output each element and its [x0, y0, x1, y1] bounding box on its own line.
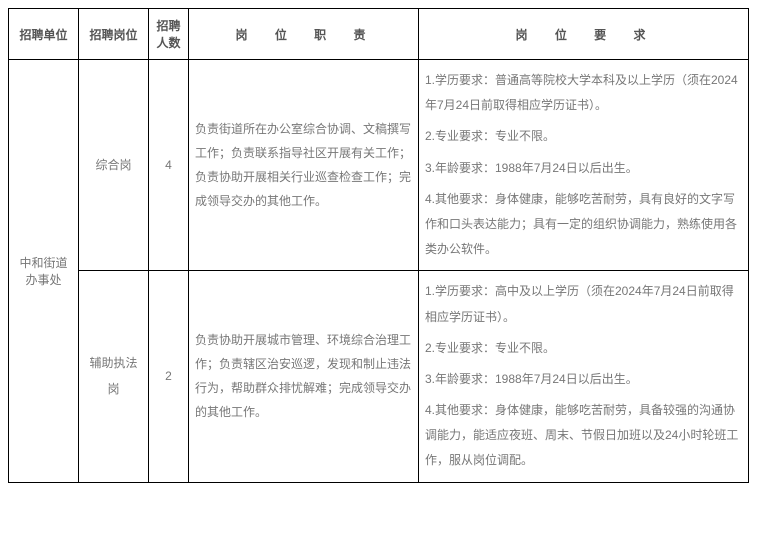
cell-duty: 负责街道所在办公室综合协调、文稿撰写工作；负责联系指导社区开展有关工作；负责协助… — [189, 60, 419, 271]
recruitment-table: 招聘单位 招聘岗位 招聘人数 岗 位 职 责 岗 位 要 求 中和街道办事处 综… — [8, 8, 749, 483]
header-position: 招聘岗位 — [79, 9, 149, 60]
req-line: 1.学历要求：高中及以上学历（须在2024年7月24日前取得相应学历证书）。 — [425, 279, 742, 329]
header-requirement: 岗 位 要 求 — [419, 9, 749, 60]
cell-position: 辅助执法岗 — [79, 271, 149, 482]
duty-text: 负责街道所在办公室综合协调、文稿撰写工作；负责联系指导社区开展有关工作；负责协助… — [195, 117, 412, 213]
cell-requirement: 1.学历要求：普通高等院校大学本科及以上学历（须在2024年7月24日前取得相应… — [419, 60, 749, 271]
req-line: 3.年龄要求：1988年7月24日以后出生。 — [425, 367, 742, 392]
req-line: 1.学历要求：普通高等院校大学本科及以上学历（须在2024年7月24日前取得相应… — [425, 68, 742, 118]
cell-requirement: 1.学历要求：高中及以上学历（须在2024年7月24日前取得相应学历证书）。 2… — [419, 271, 749, 482]
table-row: 辅助执法岗 2 负责协助开展城市管理、环境综合治理工作；负责辖区治安巡逻，发现和… — [9, 271, 749, 482]
req-line: 3.年龄要求：1988年7月24日以后出生。 — [425, 156, 742, 181]
cell-position: 综合岗 — [79, 60, 149, 271]
table-header-row: 招聘单位 招聘岗位 招聘人数 岗 位 职 责 岗 位 要 求 — [9, 9, 749, 60]
req-line: 2.专业要求：专业不限。 — [425, 336, 742, 361]
cell-count: 4 — [149, 60, 189, 271]
header-duty: 岗 位 职 责 — [189, 9, 419, 60]
cell-count: 2 — [149, 271, 189, 482]
table-body: 中和街道办事处 综合岗 4 负责街道所在办公室综合协调、文稿撰写工作；负责联系指… — [9, 60, 749, 483]
req-line: 4.其他要求：身体健康，能够吃苦耐劳，具有良好的文字写作和口头表达能力；具有一定… — [425, 187, 742, 263]
table-row: 中和街道办事处 综合岗 4 负责街道所在办公室综合协调、文稿撰写工作；负责联系指… — [9, 60, 749, 271]
header-unit: 招聘单位 — [9, 9, 79, 60]
header-count: 招聘人数 — [149, 9, 189, 60]
cell-duty: 负责协助开展城市管理、环境综合治理工作；负责辖区治安巡逻，发现和制止违法行为，帮… — [189, 271, 419, 482]
req-line: 2.专业要求：专业不限。 — [425, 124, 742, 149]
cell-unit: 中和街道办事处 — [9, 60, 79, 483]
req-line: 4.其他要求：身体健康，能够吃苦耐劳，具备较强的沟通协调能力，能适应夜班、周末、… — [425, 398, 742, 474]
duty-text: 负责协助开展城市管理、环境综合治理工作；负责辖区治安巡逻，发现和制止违法行为，帮… — [195, 328, 412, 424]
